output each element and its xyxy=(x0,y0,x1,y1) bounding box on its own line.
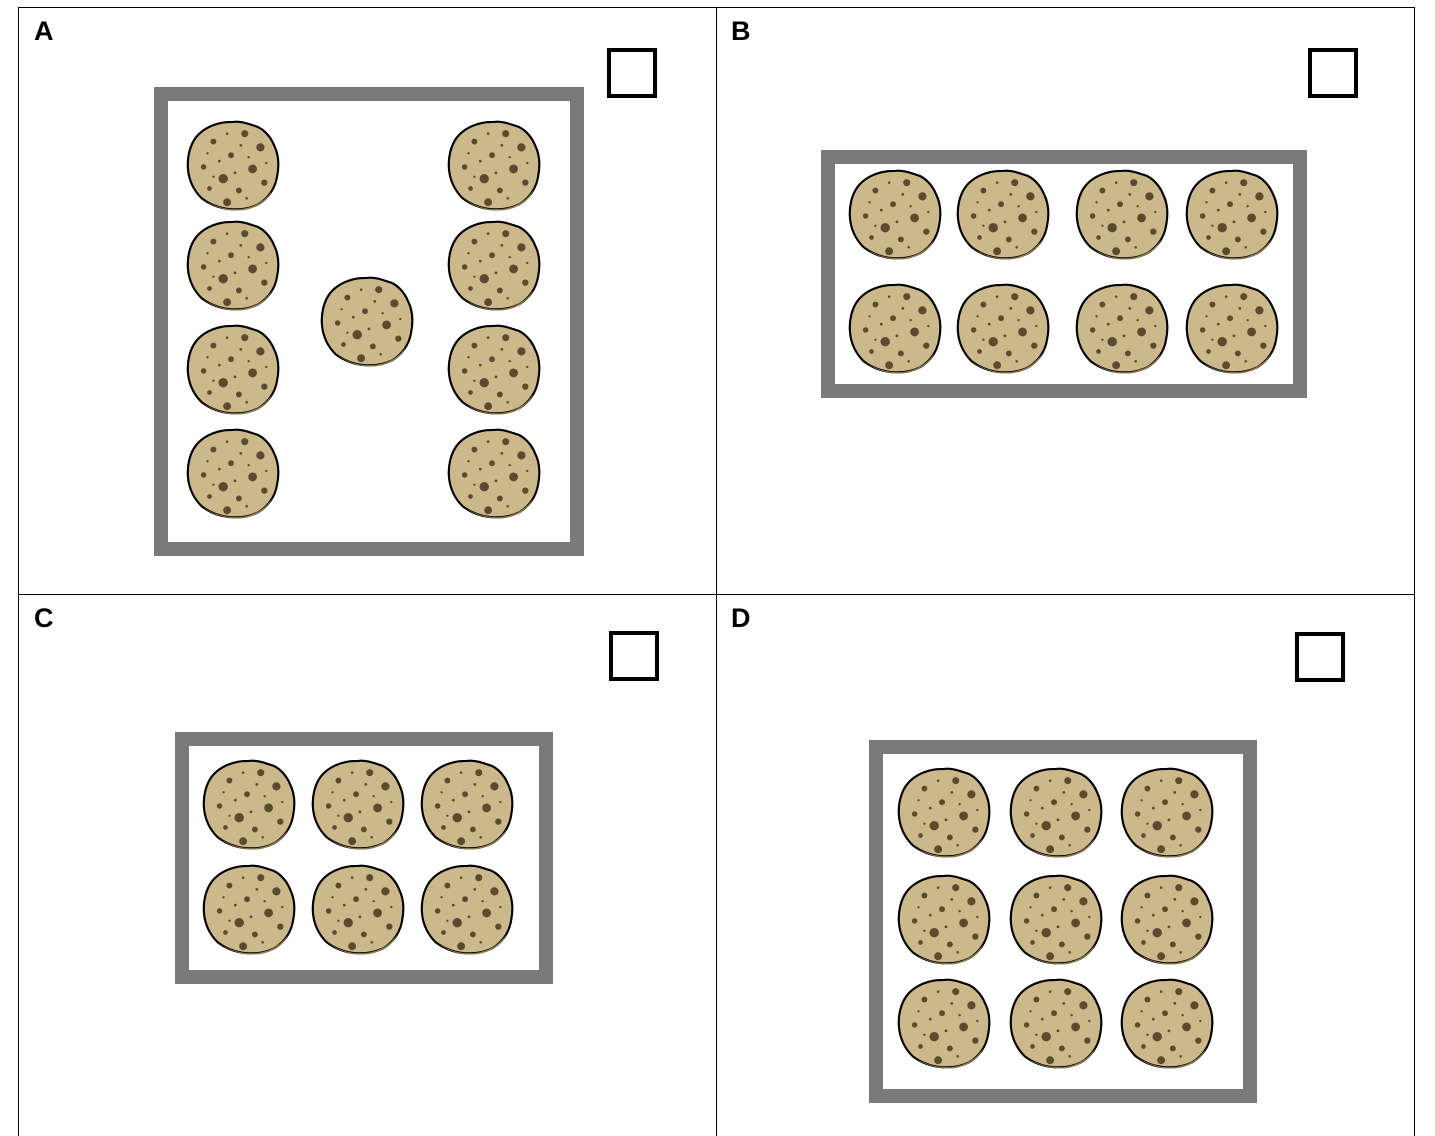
cookie-icon xyxy=(1007,765,1105,859)
cookie-icon xyxy=(1118,872,1216,966)
cookie-icon xyxy=(846,167,944,261)
cookie-icon xyxy=(1073,281,1171,375)
cookie-icon xyxy=(895,765,993,859)
cookie-icon xyxy=(184,426,282,520)
cookie-icon xyxy=(1007,976,1105,1070)
cookie-icon xyxy=(954,167,1052,261)
panel-label-b: B xyxy=(731,16,751,46)
grid-divider-horizontal xyxy=(18,594,1415,595)
panel-label-a: A xyxy=(34,16,54,46)
cookie-icon xyxy=(1118,765,1216,859)
cookie-icon xyxy=(1073,167,1171,261)
panel-label-d: D xyxy=(731,603,751,633)
cookie-icon xyxy=(309,862,407,956)
cookie-icon xyxy=(445,218,543,312)
checkbox-c[interactable] xyxy=(609,631,659,681)
cookie-icon xyxy=(200,862,298,956)
cookie-icon xyxy=(418,757,516,851)
checkbox-a[interactable] xyxy=(607,48,657,98)
cookie-icon xyxy=(445,322,543,416)
cookie-icon xyxy=(1118,976,1216,1070)
cookie-icon xyxy=(309,757,407,851)
cookie-icon xyxy=(895,872,993,966)
cookie-icon xyxy=(445,426,543,520)
checkbox-d[interactable] xyxy=(1295,632,1345,682)
checkbox-b[interactable] xyxy=(1308,48,1358,98)
grid-divider-vertical xyxy=(716,7,717,1136)
cookie-icon xyxy=(1183,281,1281,375)
cookie-icon xyxy=(318,274,416,368)
panel-label-c: C xyxy=(34,603,54,633)
cookie-icon xyxy=(418,862,516,956)
cookie-icon xyxy=(1007,872,1105,966)
cookie-icon xyxy=(184,218,282,312)
cookie-icon xyxy=(445,118,543,212)
cookie-icon xyxy=(200,757,298,851)
cookie-icon xyxy=(954,281,1052,375)
cookie-icon xyxy=(1183,167,1281,261)
cookie-icon xyxy=(184,118,282,212)
cookie-icon xyxy=(846,281,944,375)
cookie-icon xyxy=(895,976,993,1070)
cookie-icon xyxy=(184,322,282,416)
